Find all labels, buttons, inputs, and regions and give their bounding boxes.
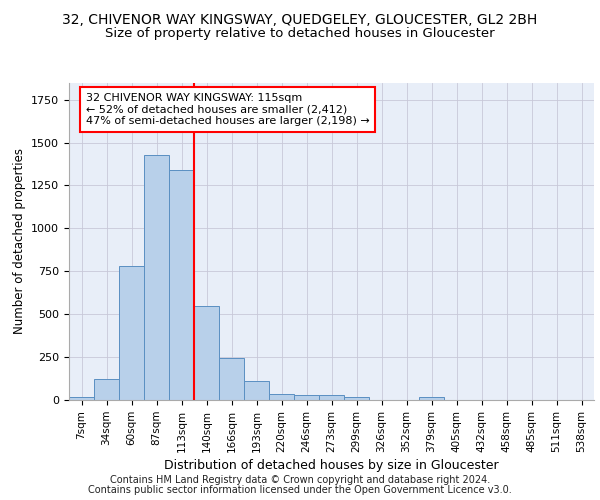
Bar bbox=[294, 395, 319, 400]
Text: Contains public sector information licensed under the Open Government Licence v3: Contains public sector information licen… bbox=[88, 485, 512, 495]
X-axis label: Distribution of detached houses by size in Gloucester: Distribution of detached houses by size … bbox=[164, 459, 499, 472]
Bar bbox=[119, 266, 144, 400]
Bar bbox=[219, 358, 244, 400]
Bar bbox=[419, 396, 444, 400]
Bar bbox=[319, 395, 344, 400]
Bar bbox=[169, 170, 194, 400]
Text: Contains HM Land Registry data © Crown copyright and database right 2024.: Contains HM Land Registry data © Crown c… bbox=[110, 475, 490, 485]
Bar bbox=[344, 398, 369, 400]
Bar bbox=[69, 398, 94, 400]
Bar bbox=[144, 154, 169, 400]
Bar bbox=[194, 306, 219, 400]
Bar bbox=[269, 394, 294, 400]
Text: Size of property relative to detached houses in Gloucester: Size of property relative to detached ho… bbox=[105, 28, 495, 40]
Text: 32, CHIVENOR WAY KINGSWAY, QUEDGELEY, GLOUCESTER, GL2 2BH: 32, CHIVENOR WAY KINGSWAY, QUEDGELEY, GL… bbox=[62, 12, 538, 26]
Y-axis label: Number of detached properties: Number of detached properties bbox=[13, 148, 26, 334]
Text: 32 CHIVENOR WAY KINGSWAY: 115sqm
← 52% of detached houses are smaller (2,412)
47: 32 CHIVENOR WAY KINGSWAY: 115sqm ← 52% o… bbox=[86, 93, 370, 126]
Bar bbox=[94, 378, 119, 400]
Bar bbox=[244, 381, 269, 400]
